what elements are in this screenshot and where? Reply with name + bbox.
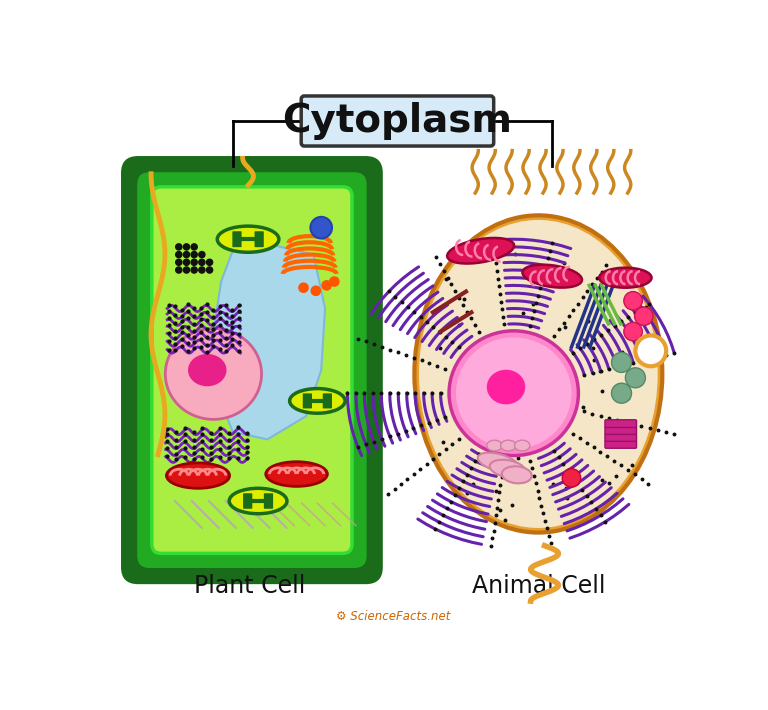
Text: Cytoplasm: Cytoplasm — [283, 102, 512, 140]
Circle shape — [191, 251, 197, 258]
Ellipse shape — [266, 462, 327, 486]
Circle shape — [184, 244, 190, 250]
Ellipse shape — [456, 337, 571, 449]
Ellipse shape — [290, 388, 345, 413]
Polygon shape — [214, 239, 325, 439]
Circle shape — [199, 251, 205, 258]
Circle shape — [611, 352, 631, 373]
Circle shape — [191, 259, 197, 266]
Circle shape — [207, 259, 213, 266]
Circle shape — [624, 292, 642, 310]
Ellipse shape — [487, 370, 525, 405]
Ellipse shape — [515, 440, 530, 451]
Ellipse shape — [165, 329, 262, 420]
Circle shape — [329, 277, 339, 286]
Text: ⚙ ScienceFacts.net: ⚙ ScienceFacts.net — [336, 610, 451, 623]
FancyBboxPatch shape — [303, 393, 312, 408]
FancyBboxPatch shape — [243, 493, 253, 509]
FancyBboxPatch shape — [254, 231, 263, 247]
FancyBboxPatch shape — [301, 96, 494, 146]
Ellipse shape — [167, 463, 230, 488]
Circle shape — [207, 267, 213, 273]
FancyBboxPatch shape — [152, 187, 352, 553]
Circle shape — [635, 335, 666, 366]
Circle shape — [634, 307, 653, 325]
Circle shape — [191, 244, 197, 250]
Circle shape — [184, 251, 190, 258]
Circle shape — [176, 244, 182, 250]
Circle shape — [191, 267, 197, 273]
Circle shape — [625, 368, 645, 388]
Ellipse shape — [478, 453, 519, 472]
Circle shape — [310, 217, 332, 239]
FancyBboxPatch shape — [137, 173, 366, 568]
Circle shape — [184, 259, 190, 266]
FancyBboxPatch shape — [605, 420, 637, 427]
Circle shape — [299, 283, 308, 293]
Circle shape — [199, 259, 205, 266]
FancyBboxPatch shape — [121, 156, 382, 584]
Circle shape — [638, 339, 663, 364]
Ellipse shape — [217, 226, 279, 252]
Ellipse shape — [188, 354, 227, 386]
Ellipse shape — [229, 488, 287, 514]
Circle shape — [176, 251, 182, 258]
FancyBboxPatch shape — [323, 393, 332, 408]
FancyBboxPatch shape — [233, 231, 242, 247]
Ellipse shape — [599, 268, 651, 288]
FancyBboxPatch shape — [264, 493, 273, 509]
Circle shape — [176, 259, 182, 266]
Text: Animal Cell: Animal Cell — [472, 574, 606, 598]
FancyBboxPatch shape — [605, 434, 637, 442]
Ellipse shape — [419, 220, 657, 528]
Ellipse shape — [501, 440, 516, 451]
Ellipse shape — [522, 265, 582, 288]
Circle shape — [611, 383, 631, 403]
Ellipse shape — [487, 440, 502, 451]
Circle shape — [184, 267, 190, 273]
FancyBboxPatch shape — [605, 427, 637, 435]
Circle shape — [562, 469, 581, 487]
Ellipse shape — [447, 238, 514, 263]
FancyBboxPatch shape — [605, 440, 637, 448]
Circle shape — [176, 267, 182, 273]
Text: Plant Cell: Plant Cell — [194, 574, 306, 598]
Circle shape — [624, 322, 642, 341]
Ellipse shape — [502, 466, 531, 484]
Circle shape — [199, 267, 205, 273]
Ellipse shape — [490, 460, 525, 478]
Ellipse shape — [415, 215, 662, 532]
Ellipse shape — [449, 331, 578, 456]
Circle shape — [322, 280, 331, 290]
Circle shape — [311, 286, 320, 295]
